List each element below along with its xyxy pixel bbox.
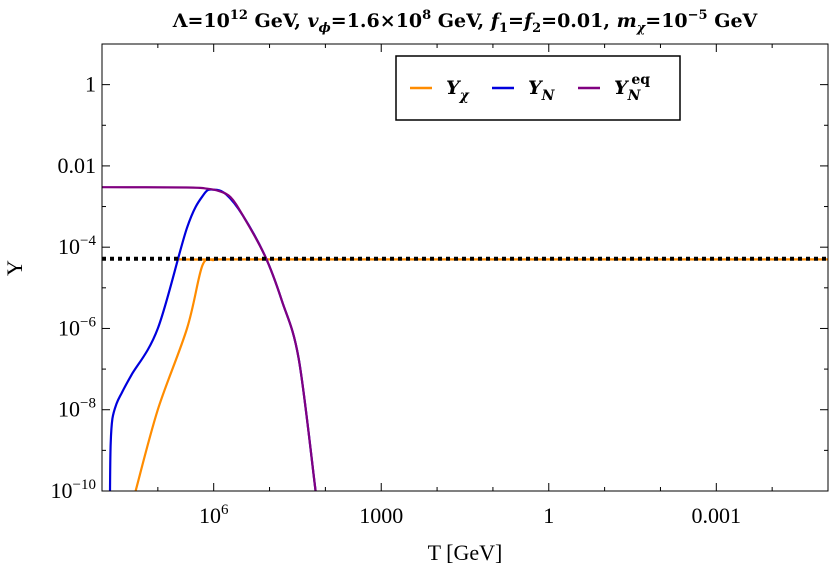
series-layer (102, 186, 828, 491)
x-tick-label: 1000 (359, 503, 403, 528)
series-line-ychi (134, 257, 828, 491)
x-tick-label: 1 (543, 503, 554, 528)
x-axis-label: T [GeV] (428, 540, 503, 565)
series-line-yneq (102, 186, 317, 491)
x-tick-label: 0.001 (692, 503, 742, 528)
legend-label-yneq: YNeq (614, 72, 650, 104)
legend-label-ychi: Yχ (446, 77, 470, 104)
y-axis-label: Y (2, 260, 27, 276)
x-tick-label: 106 (199, 502, 229, 528)
y-tick-label: 10−10 (51, 477, 96, 503)
y-tick-label: 0.01 (58, 153, 97, 178)
y-tick-label: 10−6 (58, 314, 96, 340)
legend-box (395, 55, 681, 121)
y-tick-label: 10−8 (58, 396, 96, 422)
ticks-layer: 106 1000 1 0.001 1 0.01 10−4 10−6 10−8 10−10 (51, 43, 829, 528)
y-tick-label: 1 (85, 72, 96, 97)
chart-title: Λ=1012 GeV, vϕ=1.6×108 GeV, f1=f2=0.01, … (172, 8, 759, 36)
legend: Yχ YN YNeq (395, 55, 681, 121)
series-line-yn (108, 188, 317, 491)
y-tick-label: 10−4 (58, 233, 96, 259)
plot-frame (101, 43, 829, 492)
legend-label-yn: YN (528, 77, 556, 104)
